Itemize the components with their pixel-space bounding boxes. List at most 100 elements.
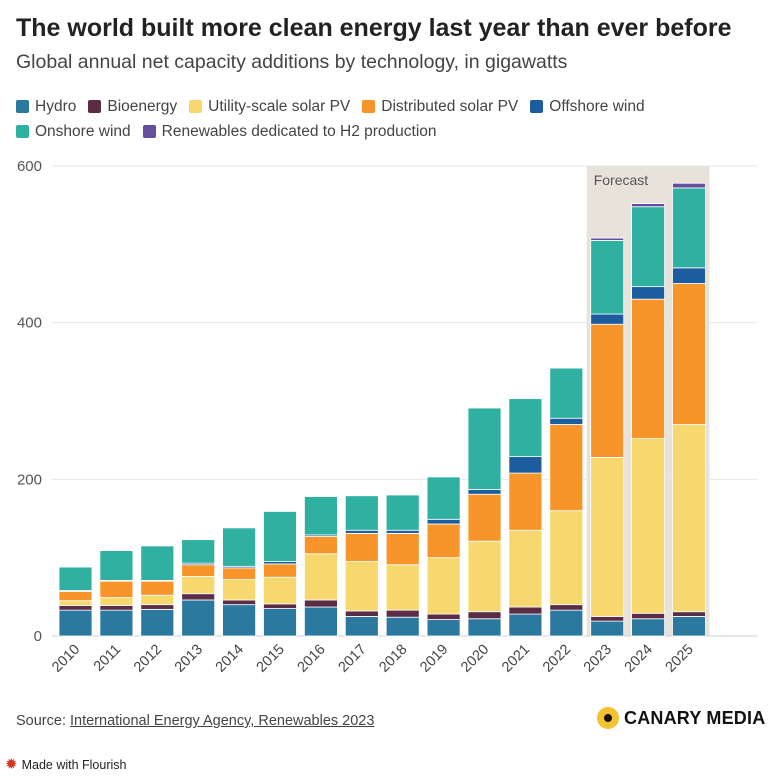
bar-segment-utility-solar — [590, 456, 625, 617]
bar-segment-onshore-wind — [590, 240, 625, 315]
legend-item-hydro[interactable]: Hydro — [16, 95, 76, 118]
bar-segment-utility-solar — [508, 529, 543, 608]
x-tick-label: 2022 — [540, 642, 574, 676]
legend-swatch — [142, 125, 156, 138]
bar-segment-bioenergy — [590, 616, 625, 622]
legend-label: Renewables dedicated to H2 production — [161, 123, 437, 140]
legend-item-utility-solar[interactable]: Utility-scale solar PV — [189, 95, 350, 118]
source-prefix: Source: — [16, 713, 70, 729]
bar-segment-hydro — [508, 613, 543, 637]
legend-label: Offshore wind — [549, 98, 645, 115]
bar-segment-h2 — [631, 203, 665, 208]
bar-segment-onshore-wind — [672, 187, 706, 269]
bar-segment-utility-solar — [263, 576, 297, 605]
bar-segment-bioenergy — [426, 613, 461, 620]
bar-segment-utility-solar — [222, 579, 257, 601]
y-tick-label: 400 — [17, 315, 42, 332]
bar-segment-utility-solar — [140, 594, 175, 606]
canary-media-logo[interactable]: CANARY MEDIA — [597, 707, 765, 729]
logo-text: CANARY MEDIA — [624, 707, 766, 728]
bar-segment-distributed-solar — [58, 590, 93, 602]
legend-item-onshore-wind[interactable]: Onshore wind — [16, 120, 131, 143]
bar-segment-distributed-solar — [549, 424, 584, 512]
legend-swatch — [16, 125, 29, 138]
bar-segment-bioenergy — [631, 612, 665, 620]
bar-segment-hydro — [303, 606, 338, 637]
bar-segment-onshore-wind — [508, 398, 543, 458]
made-with-label: Made with Flourish — [21, 757, 127, 772]
bar-segment-hydro — [222, 604, 257, 637]
x-tick-label: 2015 — [254, 642, 288, 676]
bar-segment-distributed-solar — [631, 298, 665, 439]
made-with-flourish[interactable]: ✹ Made with Flourish — [5, 757, 126, 772]
bar-segment-offshore-wind — [426, 518, 461, 525]
x-tick-label: 2012 — [131, 642, 165, 676]
legend-label: Onshore wind — [35, 123, 131, 140]
bar-segment-hydro — [58, 609, 93, 637]
bar-segment-utility-solar — [426, 557, 461, 615]
legend-item-bioenergy[interactable]: Bioenergy — [88, 95, 177, 118]
legend-item-distributed-solar[interactable]: Distributed solar PV — [362, 95, 518, 118]
bar-segment-distributed-solar — [385, 532, 420, 566]
bar-segment-utility-solar — [303, 553, 338, 601]
bar-segment-bioenergy — [263, 603, 297, 609]
bar-segment-bioenergy — [222, 599, 257, 606]
bar-segment-hydro — [263, 608, 297, 637]
bar-segment-distributed-solar — [344, 532, 379, 562]
x-tick-label: 2017 — [335, 642, 369, 676]
bar-segment-offshore-wind — [631, 286, 665, 300]
x-tick-label: 2023 — [581, 642, 615, 676]
bar-segment-h2 — [590, 237, 625, 241]
bar-segment-utility-solar — [672, 424, 706, 613]
bar-segment-onshore-wind — [181, 539, 216, 564]
bar-segment-offshore-wind — [549, 417, 584, 425]
bar-segment-utility-solar — [181, 576, 216, 595]
chart-subtitle: Global annual net capacity additions by … — [16, 51, 568, 73]
bar-segment-onshore-wind — [58, 566, 93, 591]
bar-segment-distributed-solar — [303, 536, 338, 555]
bar-segment-distributed-solar — [590, 323, 625, 458]
bar-segment-onshore-wind — [263, 511, 297, 562]
chart-title: The world built more clean energy last y… — [16, 14, 732, 42]
bar-segment-hydro — [549, 609, 584, 637]
bar-segment-offshore-wind — [385, 529, 420, 534]
bar-segment-offshore-wind — [672, 267, 706, 284]
bar-segment-onshore-wind — [631, 206, 665, 288]
bar-segment-bioenergy — [672, 611, 706, 617]
bar-segment-bioenergy — [344, 610, 379, 617]
source-link[interactable]: International Energy Agency, Renewables … — [70, 713, 375, 729]
legend-label: Distributed solar PV — [381, 98, 519, 115]
bar-segment-utility-solar — [549, 510, 584, 606]
bar-segment-bioenergy — [549, 604, 584, 611]
bar-segment-onshore-wind — [99, 550, 134, 581]
legend-item-offshore-wind[interactable]: Offshore wind — [530, 95, 645, 118]
bar-segment-onshore-wind — [140, 545, 175, 581]
x-tick-label: 2020 — [458, 642, 492, 676]
bar-segment-utility-solar — [467, 540, 502, 613]
bar-segment-onshore-wind — [222, 527, 257, 567]
bar-segment-distributed-solar — [263, 563, 297, 578]
bar-segment-offshore-wind — [590, 313, 625, 325]
bar-segment-utility-solar — [385, 564, 420, 611]
x-tick-label: 2018 — [376, 642, 410, 676]
bar-segment-onshore-wind — [549, 367, 584, 419]
bar-segment-onshore-wind — [467, 407, 502, 490]
bar-segment-utility-solar — [344, 561, 379, 612]
bar-segment-bioenergy — [508, 606, 543, 615]
bar-segment-distributed-solar — [222, 567, 257, 580]
legend-swatch — [16, 100, 29, 113]
legend-label: Utility-scale solar PV — [208, 98, 351, 115]
legend-swatch — [530, 100, 544, 113]
bar-segment-onshore-wind — [385, 494, 420, 531]
bar-segment-hydro — [590, 620, 625, 637]
legend-item-h2[interactable]: Renewables dedicated to H2 production — [142, 120, 437, 143]
bar-segment-utility-solar — [631, 438, 665, 614]
bar-segment-onshore-wind — [426, 476, 461, 520]
y-tick-label: 600 — [17, 158, 42, 175]
x-tick-label: 2019 — [417, 642, 451, 676]
bar-segment-bioenergy — [303, 599, 338, 608]
bar-segment-bioenergy — [385, 609, 420, 618]
bar-segment-bioenergy — [467, 611, 502, 620]
chart-legend: Hydro Bioenergy Utility-scale solar PV Dist… — [16, 95, 716, 145]
